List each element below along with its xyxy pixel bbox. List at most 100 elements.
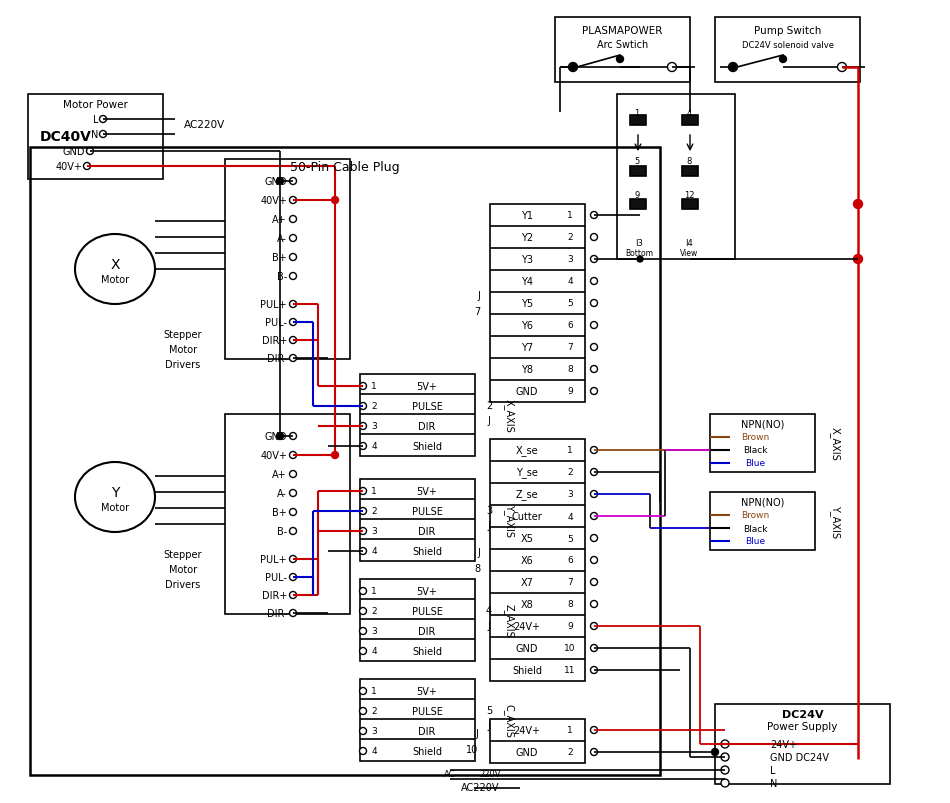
Bar xyxy=(490,719,585,763)
Bar xyxy=(715,704,890,784)
Text: Motor Power: Motor Power xyxy=(63,100,128,110)
Circle shape xyxy=(721,740,729,748)
Text: 5: 5 xyxy=(485,705,492,715)
Text: Cutter: Cutter xyxy=(512,512,542,521)
Circle shape xyxy=(591,447,598,454)
Text: B-: B- xyxy=(276,271,287,282)
Text: J: J xyxy=(487,620,490,630)
Text: Y: Y xyxy=(111,485,119,499)
Text: J: J xyxy=(477,291,480,300)
Text: Shield: Shield xyxy=(512,665,542,675)
Circle shape xyxy=(637,257,643,263)
Circle shape xyxy=(290,471,296,478)
Text: PULSE: PULSE xyxy=(411,402,443,411)
Circle shape xyxy=(359,507,367,515)
Text: Y_se: Y_se xyxy=(516,467,538,478)
Text: 5V+: 5V+ xyxy=(416,686,437,696)
Circle shape xyxy=(730,64,736,71)
Text: PLASMAPOWER: PLASMAPOWER xyxy=(582,26,663,36)
Bar xyxy=(555,18,690,83)
Text: DC24V: DC24V xyxy=(782,709,824,719)
Circle shape xyxy=(591,556,598,564)
Circle shape xyxy=(290,319,296,326)
Circle shape xyxy=(359,707,367,715)
Text: 40V+: 40V+ xyxy=(260,450,287,460)
Text: Shield: Shield xyxy=(412,746,442,756)
Circle shape xyxy=(591,727,598,734)
Text: 3: 3 xyxy=(486,505,492,516)
Text: Motor: Motor xyxy=(101,275,129,284)
Text: Y3: Y3 xyxy=(521,255,533,265)
Text: 2: 2 xyxy=(567,748,573,756)
Text: B+: B+ xyxy=(273,253,287,263)
Circle shape xyxy=(276,178,283,185)
Text: GND: GND xyxy=(516,643,539,653)
Text: 1: 1 xyxy=(567,726,573,735)
Text: J: J xyxy=(487,520,490,530)
Text: L: L xyxy=(770,765,775,775)
Text: 1: 1 xyxy=(567,211,573,220)
Text: Shield: Shield xyxy=(412,646,442,656)
Text: AC: AC xyxy=(445,769,456,779)
Circle shape xyxy=(359,608,367,615)
Circle shape xyxy=(332,452,338,459)
Circle shape xyxy=(591,366,598,373)
Text: 4: 4 xyxy=(486,605,492,615)
Bar xyxy=(682,116,698,126)
Circle shape xyxy=(332,198,338,204)
Bar xyxy=(360,374,475,456)
Circle shape xyxy=(359,628,367,634)
Bar xyxy=(630,167,646,177)
Bar xyxy=(30,148,660,775)
Circle shape xyxy=(290,198,296,204)
Circle shape xyxy=(290,556,296,563)
Circle shape xyxy=(591,645,598,652)
Text: 5: 5 xyxy=(567,300,573,308)
Circle shape xyxy=(359,548,367,555)
Circle shape xyxy=(591,212,598,219)
Text: X_AXIS: X_AXIS xyxy=(829,426,841,460)
Text: 1: 1 xyxy=(371,587,377,596)
Bar xyxy=(682,167,698,177)
Text: 24V+: 24V+ xyxy=(514,725,541,735)
Text: A+: A+ xyxy=(273,214,287,225)
Text: PUL-: PUL- xyxy=(265,318,287,328)
Text: J: J xyxy=(477,548,480,557)
Text: GND: GND xyxy=(516,747,539,757)
Text: 2: 2 xyxy=(371,402,377,411)
Text: 2: 2 xyxy=(567,233,573,243)
Circle shape xyxy=(290,216,296,223)
Circle shape xyxy=(591,666,598,674)
Circle shape xyxy=(100,132,106,138)
Text: 2: 2 xyxy=(371,507,377,516)
Circle shape xyxy=(568,63,578,72)
Text: DC40V: DC40V xyxy=(40,130,92,144)
Text: DC24V solenoid valve: DC24V solenoid valve xyxy=(742,42,833,51)
Text: N: N xyxy=(90,130,98,140)
Text: 4: 4 xyxy=(371,747,377,756)
Text: Motor: Motor xyxy=(101,503,129,512)
Circle shape xyxy=(359,443,367,450)
Circle shape xyxy=(290,452,296,459)
Text: 7: 7 xyxy=(567,343,573,352)
Text: J: J xyxy=(487,415,490,426)
Text: 3: 3 xyxy=(567,255,573,264)
Circle shape xyxy=(359,528,367,535)
Text: Motor: Motor xyxy=(169,344,197,355)
Bar xyxy=(682,200,698,210)
Text: AC220V: AC220V xyxy=(184,120,226,130)
Circle shape xyxy=(853,200,863,210)
Text: A-: A- xyxy=(277,234,287,243)
Circle shape xyxy=(359,728,367,735)
Text: 1: 1 xyxy=(635,108,639,117)
Circle shape xyxy=(290,592,296,599)
Text: 5V+: 5V+ xyxy=(416,586,437,597)
Circle shape xyxy=(86,149,93,155)
Text: DIR: DIR xyxy=(418,422,436,431)
Circle shape xyxy=(290,609,296,617)
Circle shape xyxy=(591,601,598,608)
Circle shape xyxy=(290,490,296,497)
Bar xyxy=(630,116,646,126)
Text: 1: 1 xyxy=(371,487,377,496)
Text: Bottom: Bottom xyxy=(625,248,653,257)
